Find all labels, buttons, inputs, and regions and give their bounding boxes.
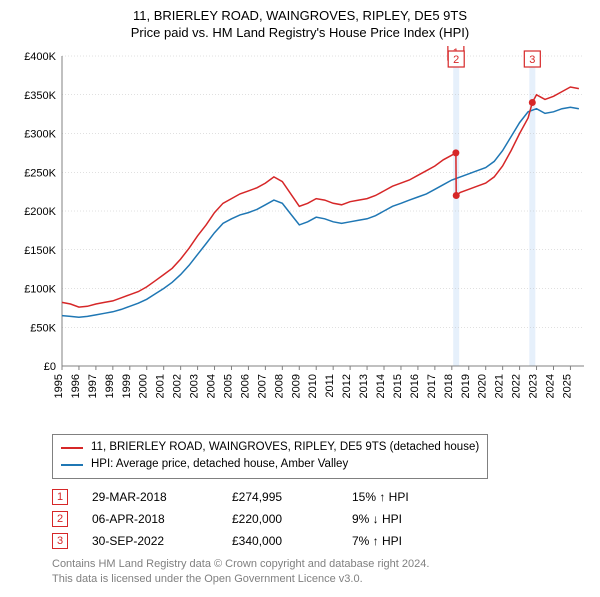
y-tick-label: £150K: [24, 245, 56, 257]
x-tick-label: 2010: [307, 374, 319, 398]
series-hpi: [62, 107, 579, 317]
x-tick-label: 2020: [477, 374, 489, 398]
x-tick-label: 2011: [324, 374, 336, 398]
x-tick-label: 2013: [358, 374, 370, 398]
marker-dot-1: [452, 149, 459, 156]
event-pct-1: 15% ↑ HPI: [352, 490, 472, 504]
x-tick-label: 2018: [443, 374, 455, 398]
title-line-2: Price paid vs. HM Land Registry's House …: [12, 25, 588, 40]
x-tick-label: 2008: [273, 374, 285, 398]
x-tick-label: 2025: [561, 374, 573, 398]
x-tick-label: 2002: [172, 374, 184, 398]
x-tick-label: 1995: [53, 374, 65, 398]
footer-line-1: Contains HM Land Registry data © Crown c…: [52, 557, 588, 572]
event-price-1: £274,995: [232, 490, 352, 504]
event-badge-2: 2: [52, 511, 68, 527]
legend: 11, BRIERLEY ROAD, WAINGROVES, RIPLEY, D…: [52, 434, 488, 479]
event-row-2: 2 06-APR-2018 £220,000 9% ↓ HPI: [52, 511, 588, 527]
y-tick-label: £250K: [24, 167, 56, 179]
event-price-3: £340,000: [232, 534, 352, 548]
x-tick-label: 1997: [87, 374, 99, 398]
x-tick-label: 2024: [544, 374, 556, 398]
series-property: [62, 87, 579, 307]
x-tick-label: 2021: [494, 374, 506, 398]
event-row-1: 1 29-MAR-2018 £274,995 15% ↑ HPI: [52, 489, 588, 505]
y-tick-label: £400K: [24, 51, 56, 63]
legend-swatch-hpi: [61, 464, 83, 466]
x-tick-label: 2006: [239, 374, 251, 398]
event-price-2: £220,000: [232, 512, 352, 526]
event-date-2: 06-APR-2018: [92, 512, 232, 526]
title-block: 11, BRIERLEY ROAD, WAINGROVES, RIPLEY, D…: [12, 8, 588, 40]
marker-label-3: 3: [529, 54, 535, 66]
event-pct-2: 9% ↓ HPI: [352, 512, 472, 526]
y-tick-label: £350K: [24, 90, 56, 102]
legend-swatch-property: [61, 447, 83, 449]
marker-label-2: 2: [453, 54, 459, 66]
x-tick-label: 2016: [409, 374, 421, 398]
title-line-1: 11, BRIERLEY ROAD, WAINGROVES, RIPLEY, D…: [12, 8, 588, 23]
footer-line-2: This data is licensed under the Open Gov…: [52, 572, 588, 587]
chart-svg: £0 £50K £100K £150K £200K £250K £300K £350K £400…: [12, 46, 588, 426]
y-tick-label: £50K: [30, 322, 56, 334]
x-tick-label: 2015: [392, 374, 404, 398]
y-tick-label: £0: [44, 361, 56, 373]
x-tick-label: 2007: [256, 374, 268, 398]
legend-label-property: 11, BRIERLEY ROAD, WAINGROVES, RIPLEY, D…: [91, 439, 479, 456]
y-tick-label: £100K: [24, 284, 56, 296]
event-row-3: 3 30-SEP-2022 £340,000 7% ↑ HPI: [52, 533, 588, 549]
event-badge-3: 3: [52, 533, 68, 549]
x-tick-label: 2003: [189, 374, 201, 398]
x-tick-label: 2009: [290, 374, 302, 398]
legend-item-property: 11, BRIERLEY ROAD, WAINGROVES, RIPLEY, D…: [61, 439, 479, 456]
footer: Contains HM Land Registry data © Crown c…: [52, 557, 588, 588]
event-badge-1: 1: [52, 489, 68, 505]
x-tick-label: 2004: [206, 374, 218, 398]
legend-label-hpi: HPI: Average price, detached house, Ambe…: [91, 456, 348, 473]
x-tick-label: 2014: [375, 374, 387, 398]
chart-container: 11, BRIERLEY ROAD, WAINGROVES, RIPLEY, D…: [0, 0, 600, 597]
x-tick-label: 2019: [460, 374, 472, 398]
y-tick-label: £300K: [24, 129, 56, 141]
chart: £0 £50K £100K £150K £200K £250K £300K £350K £400…: [12, 46, 588, 426]
x-tick-label: 1998: [104, 374, 116, 398]
x-tick-label: 1999: [121, 374, 133, 398]
x-tick-label: 2022: [511, 374, 523, 398]
y-tick-label: £200K: [24, 206, 56, 218]
event-date-1: 29-MAR-2018: [92, 490, 232, 504]
marker-dot-3: [529, 99, 536, 106]
marker-dot-2: [453, 192, 460, 199]
event-pct-3: 7% ↑ HPI: [352, 534, 472, 548]
x-tick-label: 2001: [155, 374, 167, 398]
event-date-3: 30-SEP-2022: [92, 534, 232, 548]
x-tick-label: 1996: [70, 374, 82, 398]
x-tick-label: 2023: [528, 374, 540, 398]
x-tick-label: 2005: [222, 374, 234, 398]
event-table: 1 29-MAR-2018 £274,995 15% ↑ HPI 2 06-AP…: [52, 489, 588, 549]
legend-item-hpi: HPI: Average price, detached house, Ambe…: [61, 456, 479, 473]
x-tick-label: 2000: [138, 374, 150, 398]
x-tick-label: 2012: [341, 374, 353, 398]
x-tick-label: 2017: [426, 374, 438, 398]
